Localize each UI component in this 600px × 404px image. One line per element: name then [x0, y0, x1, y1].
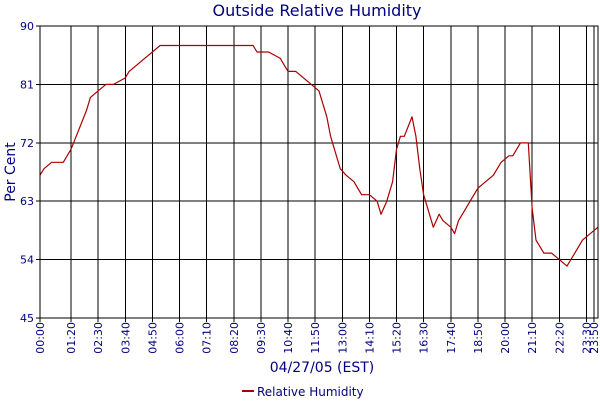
x-tick-label: 04:50 — [146, 322, 159, 354]
x-tick-label: 17:40 — [445, 322, 458, 354]
legend-label: Relative Humidity — [257, 385, 364, 399]
y-tick-label: 63 — [20, 195, 34, 208]
x-tick-label: 11:50 — [309, 322, 322, 354]
grid-layer — [39, 25, 598, 319]
x-tick-label: 23:50 — [588, 322, 600, 354]
y-tick-label: 90 — [20, 20, 34, 33]
x-tick-label: 13:00 — [336, 322, 349, 354]
x-tick-label: 23:30 — [580, 322, 593, 354]
x-tick-label: 08:20 — [228, 322, 241, 354]
legend: Relative Humidity — [242, 385, 364, 399]
chart-title: Outside Relative Humidity — [212, 1, 421, 20]
series-layer — [39, 44, 599, 267]
plot-border — [39, 25, 599, 319]
x-tick-label: 06:00 — [174, 322, 187, 354]
x-tick-label: 10:40 — [282, 322, 295, 354]
y-tick-label: 72 — [20, 137, 34, 150]
y-tick-label: 54 — [20, 254, 34, 267]
x-tick-label: 21:10 — [526, 322, 539, 354]
y-axis-label: Per Cent — [3, 142, 19, 202]
axis-layer: 45 54 63 72 81 90 00:00 01:20 02:30 03:40 04:50 06:… — [20, 20, 600, 354]
x-tick-label: 15:20 — [391, 322, 404, 354]
y-tick-label: 45 — [20, 312, 34, 325]
x-tick-label: 00:00 — [34, 322, 47, 354]
series-line — [39, 44, 599, 267]
x-tick-label: 02:30 — [92, 322, 105, 354]
x-tick-label: 03:40 — [119, 322, 132, 354]
x-tick-label: 18:50 — [472, 322, 485, 354]
x-axis-label: 04/27/05 (EST) — [270, 360, 375, 376]
x-tick-label: 07:10 — [201, 322, 214, 354]
x-tick-label: 09:30 — [255, 322, 268, 354]
x-tick-label: 16:30 — [418, 322, 431, 354]
x-tick-label: 14:10 — [363, 322, 376, 354]
x-tick-label: 22:20 — [553, 322, 566, 354]
y-tick-label: 81 — [20, 78, 34, 91]
x-tick-label: 01:20 — [65, 322, 78, 354]
x-tick-label: 20:00 — [499, 322, 512, 354]
